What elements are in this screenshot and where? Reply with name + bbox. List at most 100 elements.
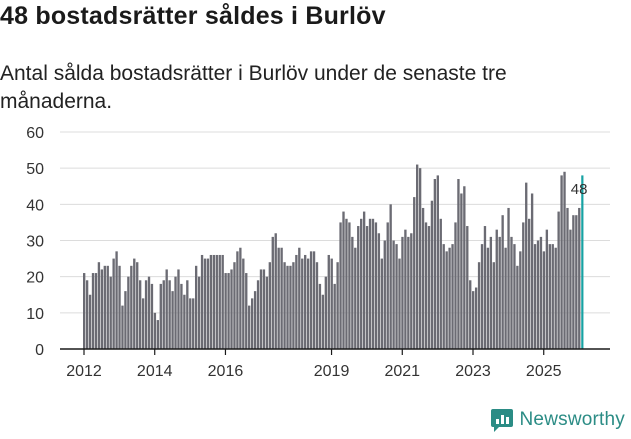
bar: [136, 262, 139, 349]
bar: [404, 229, 407, 349]
bar: [315, 262, 319, 349]
x-tick-label: 2016: [208, 363, 244, 380]
bar: [410, 233, 413, 349]
bar: [525, 182, 528, 349]
bar: [578, 207, 581, 349]
bar: [265, 276, 269, 349]
bar: [442, 244, 445, 349]
bar: [377, 233, 381, 349]
bar: [100, 269, 104, 349]
bar: [259, 269, 263, 349]
x-tick-label: 2012: [66, 363, 102, 380]
bar: [386, 222, 389, 349]
bar: [569, 229, 572, 349]
bar: [427, 226, 431, 349]
bar: [97, 262, 101, 349]
chart-title: 48 bostadsrätter såldes i Burlöv: [0, 2, 386, 30]
bar: [395, 244, 398, 349]
bar: [277, 247, 280, 349]
x-tick-label: 2014: [137, 363, 173, 380]
y-tick-label: 0: [35, 342, 44, 359]
bar: [230, 269, 233, 349]
bar: [245, 273, 248, 349]
bar: [368, 218, 372, 349]
bar: [209, 254, 213, 349]
bar: [283, 262, 286, 349]
bar: [460, 193, 463, 349]
bar: [345, 218, 348, 349]
bar: [530, 193, 534, 349]
bar: [268, 262, 272, 349]
bar: [312, 251, 316, 349]
bar: [360, 218, 363, 349]
bar: [430, 200, 434, 349]
bar: [330, 258, 333, 349]
bar: [227, 273, 230, 349]
bar: [306, 258, 310, 349]
brand-name: Newsworthy: [519, 409, 625, 430]
bar: [572, 215, 575, 349]
y-tick-label: 20: [26, 270, 44, 287]
bar: [147, 276, 151, 349]
bar: [88, 294, 92, 349]
bar: [548, 244, 551, 349]
bar: [575, 215, 578, 349]
chart-subtitle: Antal sålda bostadsrätter i Burlöv under…: [0, 62, 507, 113]
bar: [292, 262, 295, 349]
bar: [333, 283, 336, 349]
bar: [94, 273, 98, 349]
bar: [454, 222, 457, 349]
bar: [180, 283, 183, 349]
bar: [342, 211, 345, 349]
bar: [424, 222, 428, 349]
bar: [262, 269, 266, 349]
bar: [138, 280, 142, 349]
bar: [200, 254, 204, 349]
bar: [389, 204, 392, 349]
bar: [566, 207, 569, 349]
bar: [472, 291, 475, 349]
x-tick-label: 2023: [455, 363, 491, 380]
bar: [236, 251, 239, 349]
bar: [115, 251, 118, 349]
bar: [539, 236, 543, 349]
bar: [554, 247, 557, 349]
bar: [533, 244, 537, 349]
x-tick-label: 2021: [384, 363, 420, 380]
bar: [327, 254, 330, 349]
bar: [153, 312, 157, 349]
bar: [280, 247, 283, 349]
bar: [304, 254, 307, 349]
bar: [165, 269, 168, 349]
bar: [91, 273, 95, 349]
bar: [339, 222, 342, 349]
bar: [398, 258, 401, 349]
bar: [127, 276, 130, 349]
value-label: 48: [571, 181, 588, 198]
bar: [159, 283, 162, 349]
bar: [221, 254, 224, 349]
bar: [483, 226, 487, 349]
bar: [130, 265, 133, 349]
bar: [144, 280, 148, 349]
bar: [118, 265, 121, 349]
bar: [103, 265, 106, 349]
bar: [186, 280, 189, 349]
bar: [106, 265, 109, 349]
bar: [336, 262, 339, 349]
bar: [174, 276, 177, 349]
bar: [374, 222, 378, 349]
bar: [507, 207, 510, 349]
bar: [451, 244, 454, 349]
bar: [492, 262, 495, 349]
bar: [357, 226, 360, 349]
bar: [560, 175, 563, 349]
bar: [413, 197, 416, 349]
bar: [463, 186, 466, 349]
bar-highlight: [581, 175, 584, 349]
bar: [124, 291, 127, 349]
bar: [239, 247, 242, 349]
bar: [510, 236, 513, 349]
bar: [545, 229, 549, 349]
